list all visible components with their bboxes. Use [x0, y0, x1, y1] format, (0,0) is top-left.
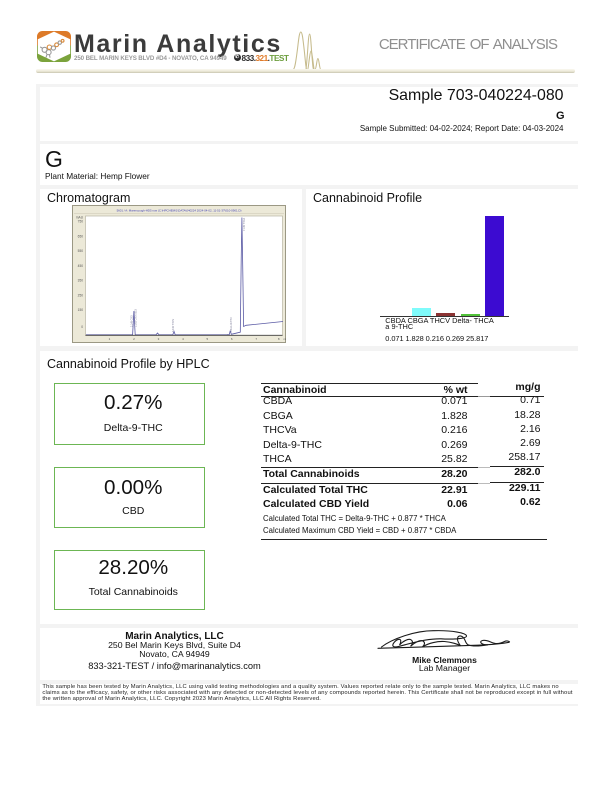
- svg-text:4: 4: [182, 337, 184, 341]
- svg-text:3.446 THCV: 3.446 THCV: [172, 318, 175, 332]
- svg-text:550: 550: [78, 249, 84, 253]
- svg-text:6: 6: [231, 337, 233, 341]
- svg-text:2.148 CBD: 2.148 CBD: [130, 315, 133, 327]
- svg-text:7.105 THCA: 7.105 THCA: [243, 217, 246, 231]
- svg-text:150: 150: [78, 308, 84, 312]
- svg-text:5601 / A: Marencough-HD5 row (: 5601 / A: Marencough-HD5 row (C:\HPCHEM\…: [117, 209, 242, 213]
- svg-text:8: 8: [278, 337, 280, 341]
- svg-text:0: 0: [81, 325, 83, 329]
- svg-text:350: 350: [78, 279, 84, 283]
- svg-text:250: 250: [78, 293, 84, 297]
- svg-text:7: 7: [255, 337, 257, 341]
- svg-text:mAU: mAU: [76, 216, 84, 220]
- svg-text:3: 3: [158, 337, 160, 341]
- svg-text:min: min: [284, 337, 287, 341]
- svg-text:2.263 CBD-2023: 2.263 CBD-2023: [134, 309, 137, 327]
- svg-text:5: 5: [206, 337, 208, 341]
- svg-text:650: 650: [78, 234, 84, 238]
- svg-text:450: 450: [78, 264, 84, 268]
- svg-text:5.812 d9-THC: 5.812 d9-THC: [230, 317, 233, 332]
- svg-text:2: 2: [133, 337, 135, 341]
- svg-text:1: 1: [109, 337, 111, 341]
- svg-text:750: 750: [78, 220, 84, 224]
